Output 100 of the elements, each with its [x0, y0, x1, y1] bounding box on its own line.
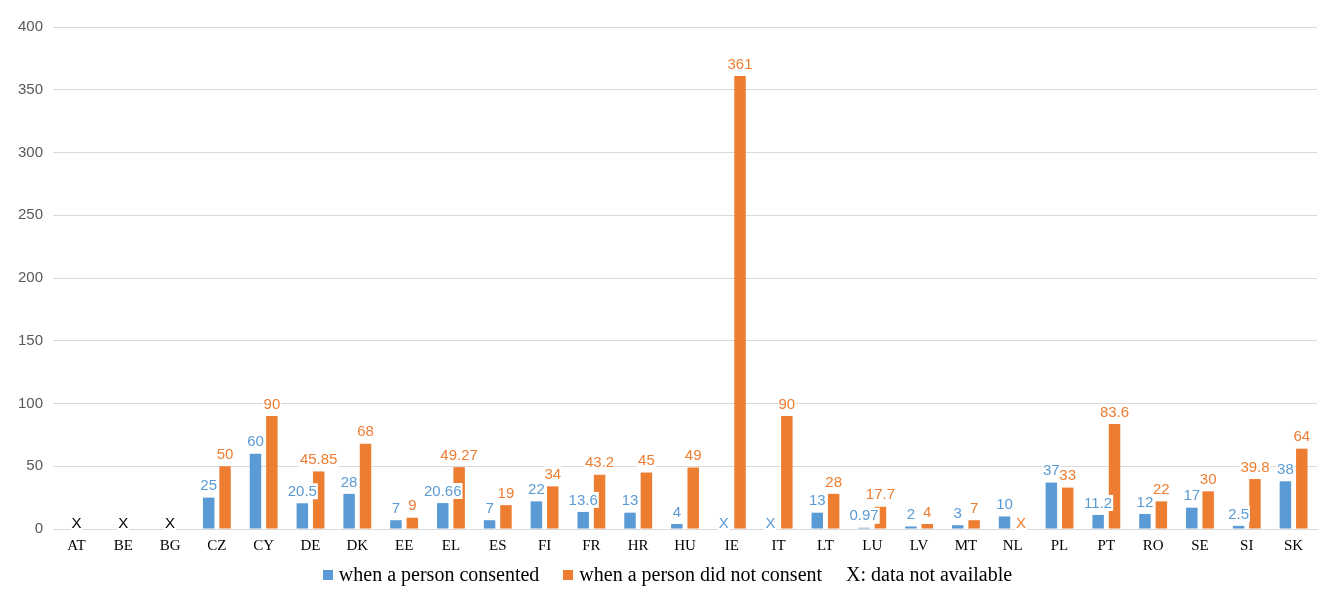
bar — [359, 443, 372, 529]
data-label: 45 — [638, 451, 655, 469]
data-label: 34 — [544, 464, 562, 482]
bar — [827, 493, 840, 529]
bar — [1186, 507, 1198, 529]
x-tick-label: FR — [582, 536, 601, 553]
bar — [406, 517, 419, 529]
x-tick-label: IE — [724, 536, 739, 553]
bar — [734, 75, 746, 529]
bar — [1092, 514, 1104, 529]
data-label: 49 — [684, 446, 702, 464]
bar — [687, 467, 699, 529]
x-tick-label: LT — [816, 536, 834, 553]
x-tick-label: DK — [346, 536, 369, 553]
data-label: 28 — [340, 472, 358, 490]
data-label: 60 — [247, 432, 264, 450]
legend-label: when a person did not consent — [579, 563, 823, 586]
data-label: 90 — [263, 394, 281, 412]
x-tick-label: PT — [1097, 536, 1116, 553]
bar — [547, 486, 559, 529]
data-label: 49.27 — [440, 445, 478, 463]
text: X — [165, 513, 176, 531]
bar — [1061, 487, 1074, 529]
data-label: 25 — [200, 476, 218, 494]
x-tick-label: CY — [253, 536, 275, 553]
x-tick-label: NL — [1002, 536, 1023, 553]
data-label: 22 — [1153, 480, 1170, 498]
data-label: 2 — [906, 505, 916, 523]
bar — [624, 512, 636, 529]
data-label: 33 — [1059, 466, 1077, 484]
bar — [905, 526, 917, 529]
data-label: 37 — [1042, 461, 1060, 479]
bar — [1045, 482, 1058, 529]
data-label: 20.5 — [287, 481, 317, 499]
bar — [483, 520, 496, 529]
data-label: 83.6 — [1099, 402, 1130, 420]
data-label: 4 — [923, 502, 932, 520]
data-label: 3 — [953, 503, 962, 521]
data-label: 13 — [808, 491, 826, 509]
bar — [530, 501, 543, 529]
y-tick-label: 0 — [34, 519, 44, 537]
bar — [202, 497, 215, 529]
x-tick-label: MT — [954, 536, 978, 553]
y-tick-label: 250 — [18, 205, 44, 223]
bar — [1155, 501, 1168, 529]
bar — [390, 520, 402, 529]
data-label: 20.66 — [423, 481, 462, 499]
data-label: 13 — [621, 491, 639, 509]
bar — [266, 416, 278, 529]
x-tick-label: EL — [441, 536, 461, 553]
data-label: 38 — [1277, 459, 1294, 477]
bar — [1296, 448, 1308, 529]
bar — [781, 416, 793, 529]
bar — [1279, 481, 1292, 529]
data-label: 2.5 — [1228, 504, 1250, 522]
x-tick-label: IT — [771, 536, 786, 553]
data-label: 4 — [672, 502, 681, 520]
bar — [1202, 491, 1214, 529]
x-tick-label: LV — [909, 536, 929, 553]
x-tick-label: SK — [1284, 536, 1304, 553]
bar — [921, 523, 934, 529]
y-tick-label: 350 — [18, 79, 44, 97]
bar — [640, 472, 653, 529]
bar — [249, 453, 262, 529]
x-tick-label: EE — [394, 536, 414, 553]
x-tick-label: HR — [627, 536, 649, 553]
data-label: 17 — [1183, 486, 1201, 504]
y-tick-label: 200 — [18, 268, 44, 286]
x-tick-label: AT — [67, 536, 86, 553]
legend-label: when a person consented — [338, 563, 540, 586]
bar — [296, 503, 309, 529]
data-label: 7 — [485, 498, 494, 516]
data-label: 9 — [408, 496, 417, 514]
y-tick-label: 100 — [18, 393, 44, 411]
x-tick-label: CZ — [207, 536, 227, 553]
text: X — [718, 513, 729, 531]
data-label: 0.97 — [849, 506, 879, 524]
bar — [951, 525, 964, 529]
x-tick-label: FI — [537, 536, 552, 553]
x-tick-label: SE — [1191, 536, 1209, 553]
y-tick-label: 400 — [18, 17, 44, 35]
data-label: 64 — [1293, 427, 1311, 445]
bar — [500, 505, 512, 529]
y-tick-label: 300 — [18, 142, 44, 160]
data-label: 7 — [969, 498, 979, 516]
data-label: 43.2 — [584, 453, 615, 471]
data-label: 13.6 — [568, 490, 598, 508]
data-label: 12 — [1136, 492, 1154, 510]
data-label: 11.2 — [1084, 493, 1113, 511]
data-label: 28 — [825, 472, 842, 490]
bar — [968, 520, 980, 529]
text: X — [1015, 513, 1026, 531]
data-label: 7 — [391, 498, 401, 516]
x-tick-label: ES — [489, 536, 507, 553]
bar — [1249, 479, 1261, 529]
bar — [437, 503, 449, 529]
x-tick-label: LU — [862, 536, 883, 553]
y-tick-label: 150 — [18, 330, 44, 348]
data-label: 10 — [996, 495, 1013, 513]
x-tick-label: BG — [159, 536, 181, 553]
